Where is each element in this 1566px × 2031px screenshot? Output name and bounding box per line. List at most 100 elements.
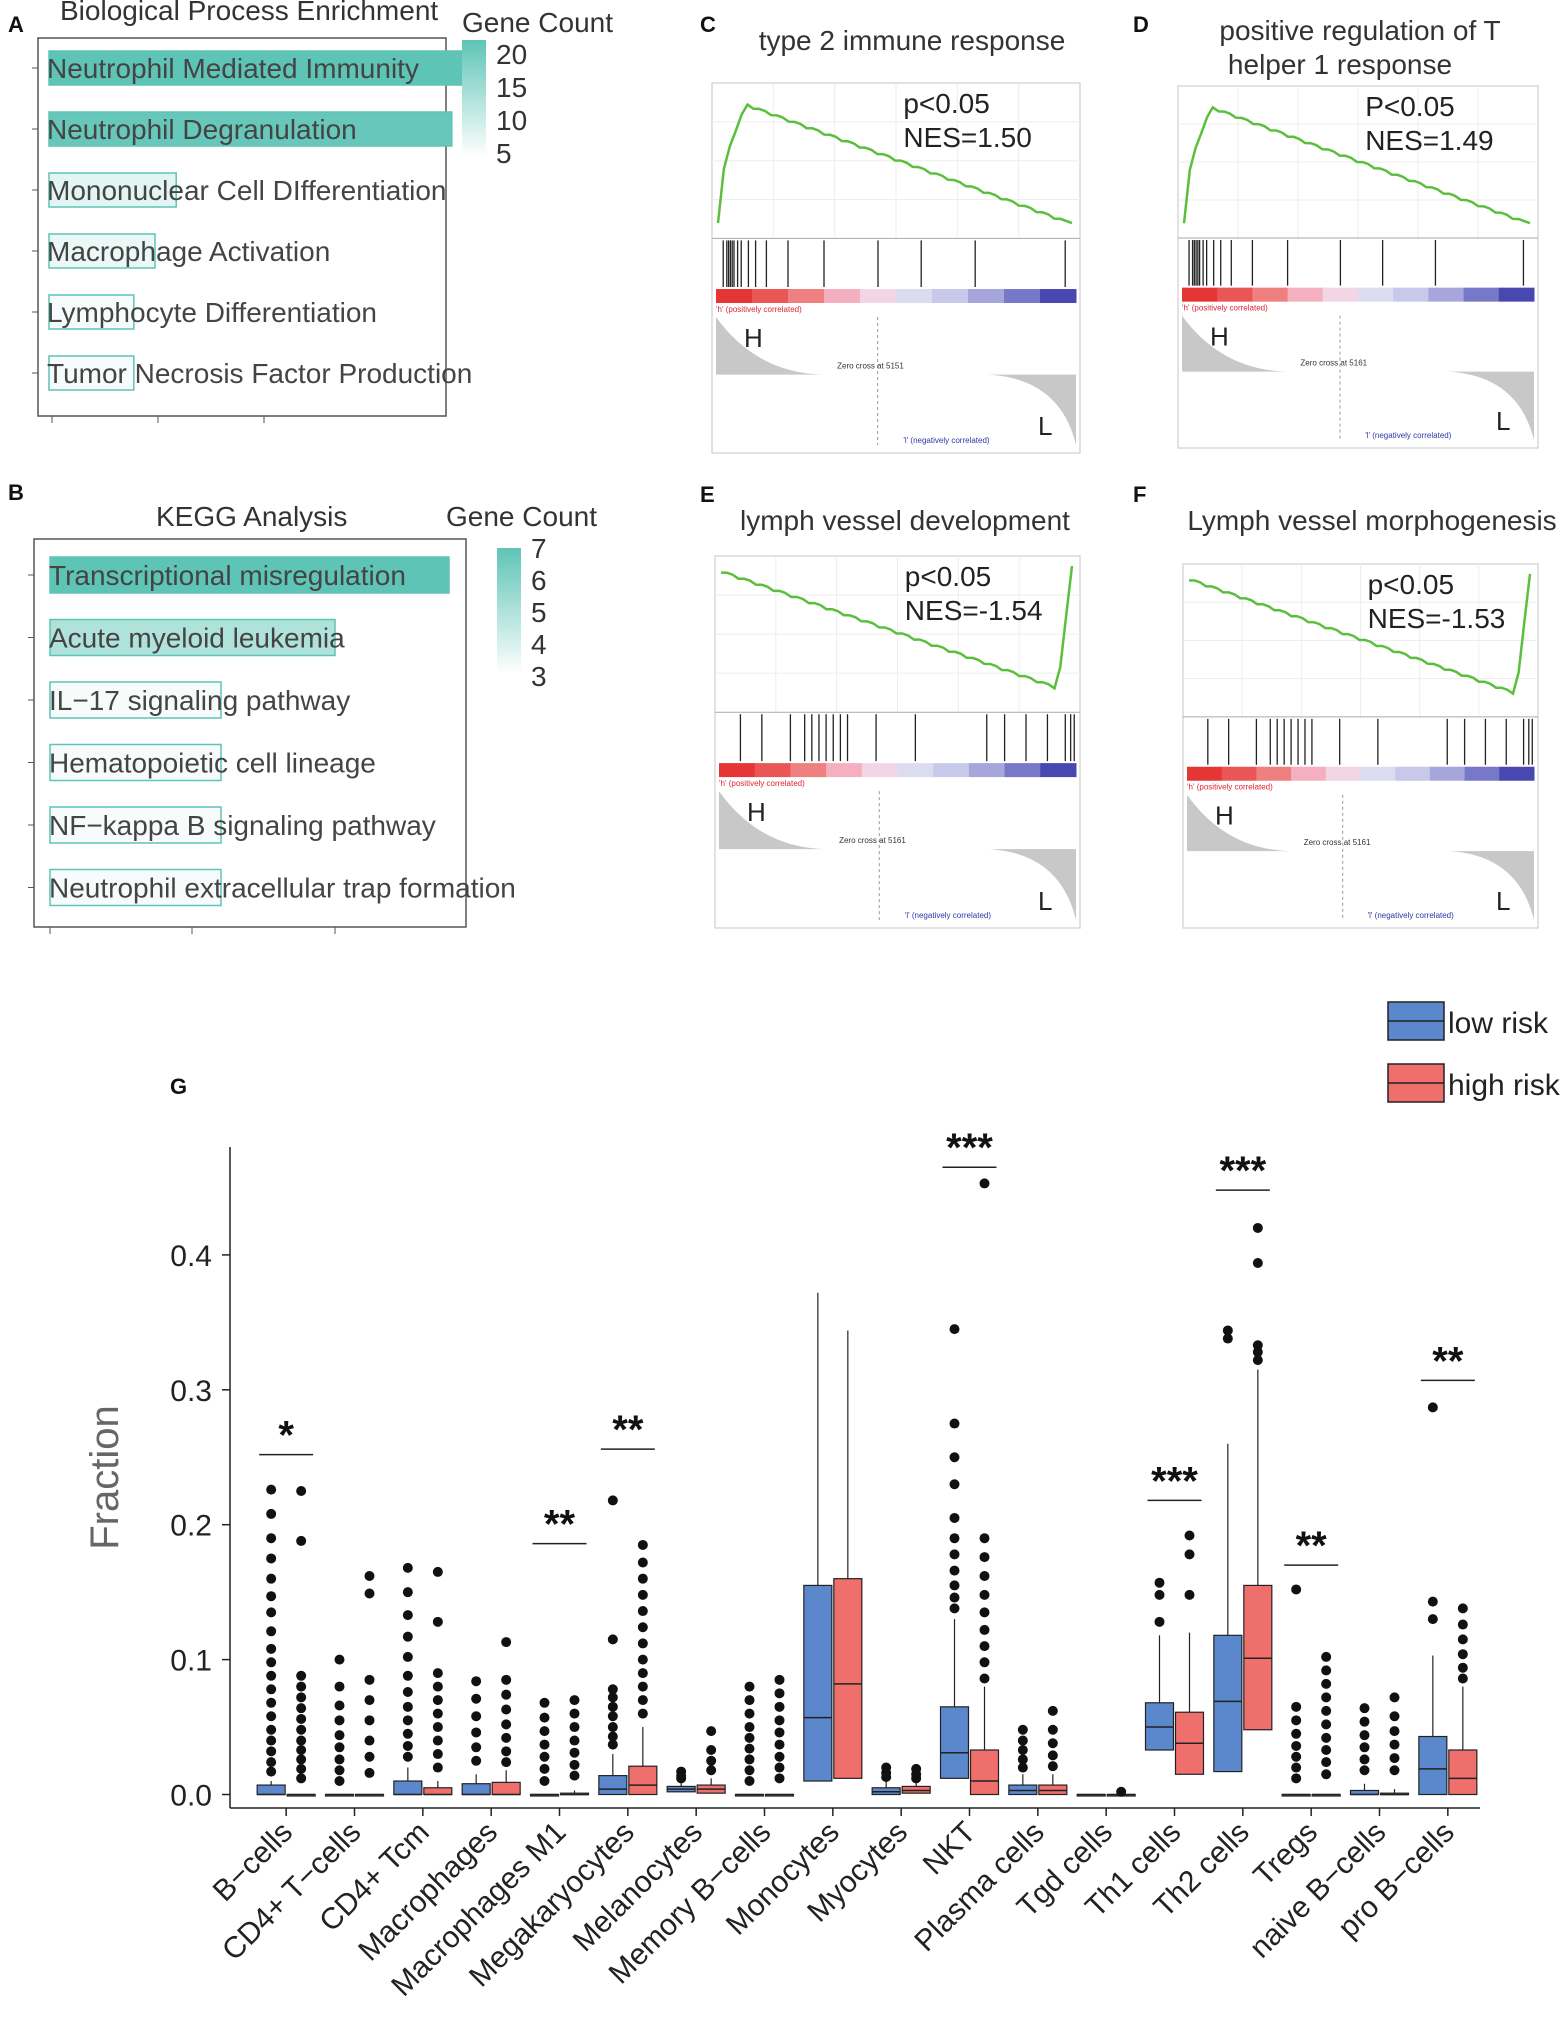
- outlier-high-risk-5-5: [638, 1622, 648, 1632]
- pos-correlated-label: 'h' (positively correlated): [1187, 783, 1273, 792]
- term-label-1: Acute myeloid leukemia: [49, 623, 345, 654]
- outlier-low-risk-16-5: [1360, 1765, 1370, 1775]
- outlier-high-risk-1-1: [365, 1589, 375, 1599]
- panel-a-colorbar: [462, 40, 486, 156]
- rank-color-seg: [788, 289, 825, 303]
- outlier-low-risk-0-11: [266, 1684, 276, 1694]
- outlier-low-risk-13-1: [1155, 1590, 1165, 1600]
- outlier-low-risk-16-0: [1360, 1703, 1370, 1713]
- outlier-high-risk-0-12: [296, 1773, 306, 1783]
- outlier-low-risk-15-6: [1291, 1763, 1301, 1773]
- outlier-high-risk-10-3: [980, 1571, 990, 1581]
- outlier-low-risk-2-0: [403, 1563, 413, 1573]
- nes-f: NES=-1.53: [1368, 603, 1506, 634]
- sig-marker-6: **: [1296, 1524, 1328, 1568]
- outlier-low-risk-5-0: [608, 1495, 618, 1505]
- outlier-low-risk-7-3: [745, 1722, 755, 1732]
- outlier-low-risk-15-2: [1291, 1715, 1301, 1725]
- outlier-high-risk-2-9: [433, 1763, 443, 1773]
- rank-color-seg: [716, 289, 753, 303]
- outlier-low-risk-7-1: [745, 1695, 755, 1705]
- outlier-low-risk-2-2: [403, 1610, 413, 1620]
- panel-a-title: Biological Process Enrichment: [60, 0, 438, 26]
- nes-c: NES=1.50: [903, 122, 1031, 153]
- gsea-title-d-1: helper 1 response: [1228, 49, 1452, 80]
- outlier-low-risk-11-4: [1018, 1763, 1028, 1773]
- outlier-high-risk-3-5: [501, 1733, 511, 1743]
- panel-b: B KEGG Analysis Transcriptional misregul…: [8, 480, 597, 934]
- rank-color-seg: [1187, 767, 1222, 781]
- p-value-f: p<0.05: [1368, 569, 1454, 600]
- rank-color-seg: [1465, 767, 1500, 781]
- outlier-low-risk-3-5: [471, 1756, 481, 1766]
- outlier-high-risk-5-0: [638, 1540, 648, 1550]
- term-label-0: Neutrophil Mediated Immunity: [47, 53, 419, 84]
- rank-color-seg: [1004, 289, 1041, 303]
- outlier-low-risk-10-5: [950, 1533, 960, 1543]
- outlier-low-risk-0-8: [266, 1644, 276, 1654]
- outlier-low-risk-5-6: [608, 1722, 618, 1732]
- rank-color-seg: [1182, 288, 1218, 302]
- nes-d: NES=1.49: [1365, 125, 1493, 156]
- outlier-high-risk-7-6: [775, 1752, 785, 1762]
- outlier-low-risk-2-1: [403, 1587, 413, 1597]
- rank-color-seg: [1217, 288, 1253, 302]
- outlier-low-risk-1-2: [335, 1700, 345, 1710]
- pos-correlated-label: 'h' (positively correlated): [716, 305, 802, 314]
- legend-a-tick-0: 20: [496, 39, 527, 70]
- legend-b-tick-1: 6: [531, 565, 547, 596]
- outlier-high-risk-6-2: [706, 1756, 716, 1766]
- outlier-high-risk-0-7: [296, 1725, 306, 1735]
- outlier-high-risk-11-1: [1048, 1725, 1058, 1735]
- rank-color-seg: [1395, 767, 1430, 781]
- panel-b-title: KEGG Analysis: [156, 501, 347, 532]
- rank-color-seg: [896, 289, 933, 303]
- p-value-d: P<0.05: [1365, 91, 1455, 122]
- outlier-low-risk-10-8: [950, 1580, 960, 1590]
- outlier-high-risk-13-1: [1185, 1549, 1195, 1559]
- y-axis-title: Fraction: [83, 1405, 127, 1550]
- rank-color-seg: [898, 763, 934, 777]
- outlier-low-risk-0-10: [266, 1671, 276, 1681]
- term-label-5: Tumor Necrosis Factor Production: [47, 358, 472, 389]
- outlier-high-risk-15-1: [1321, 1665, 1331, 1675]
- outlier-low-risk-5-8: [608, 1740, 618, 1750]
- outlier-low-risk-1-6: [335, 1754, 345, 1764]
- outlier-high-risk-5-1: [638, 1557, 648, 1567]
- outlier-low-risk-2-3: [403, 1632, 413, 1642]
- legend-b-tick-3: 4: [531, 629, 547, 660]
- term-label-2: IL−17 signaling pathway: [49, 685, 350, 716]
- neg-correlated-label: 'l' (negatively correlated): [1368, 911, 1455, 920]
- sig-marker-2: **: [612, 1408, 644, 1452]
- outlier-high-risk-1-7: [365, 1768, 375, 1778]
- rank-color-seg: [969, 763, 1005, 777]
- outlier-high-risk-0-3: [296, 1682, 306, 1692]
- outlier-low-risk-5-5: [608, 1711, 618, 1721]
- outlier-high-risk-2-8: [433, 1749, 443, 1759]
- outlier-low-risk-4-5: [540, 1764, 550, 1774]
- outlier-high-risk-9-2: [911, 1773, 921, 1783]
- outlier-high-risk-16-0: [1390, 1692, 1400, 1702]
- panel-a: A Biological Process Enrichment Neutroph…: [8, 0, 613, 423]
- panel-a-legend-title: Gene Count: [462, 7, 613, 38]
- nes-e: NES=-1.54: [905, 595, 1043, 626]
- outlier-low-risk-4-6: [540, 1776, 550, 1786]
- outlier-low-risk-15-3: [1291, 1729, 1301, 1739]
- gsea-title-d-0: positive regulation of T: [1219, 15, 1500, 46]
- outlier-high-risk-12-0: [1116, 1787, 1126, 1797]
- outlier-high-risk-15-3: [1321, 1692, 1331, 1702]
- outlier-high-risk-3-7: [501, 1757, 511, 1767]
- outlier-high-risk-2-3: [433, 1682, 443, 1692]
- rank-color-seg: [932, 289, 969, 303]
- outlier-high-risk-2-5: [433, 1709, 443, 1719]
- outlier-high-risk-0-11: [296, 1764, 306, 1774]
- legend-b-tick-0: 7: [531, 533, 547, 564]
- outlier-high-risk-2-6: [433, 1722, 443, 1732]
- rank-color-seg: [1430, 767, 1465, 781]
- rank-color-seg: [860, 289, 897, 303]
- y-tick-label-1: 0.1: [170, 1645, 212, 1678]
- outlier-low-risk-2-8: [403, 1715, 413, 1725]
- outlier-high-risk-0-10: [296, 1754, 306, 1764]
- zero-cross-label: Zero cross at 5161: [1300, 359, 1367, 368]
